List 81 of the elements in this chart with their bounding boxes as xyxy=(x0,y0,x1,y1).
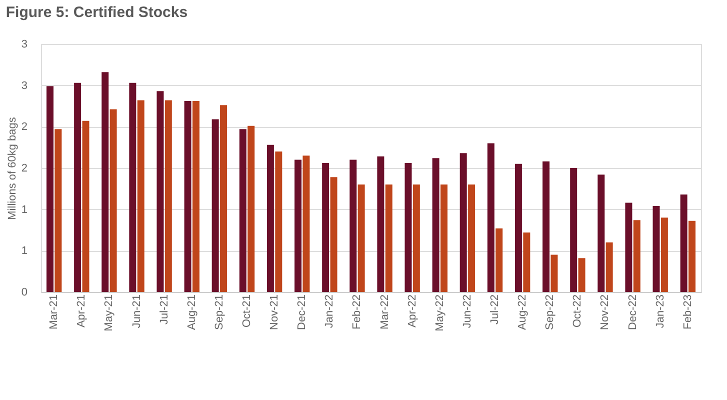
y-tick-label: 0 xyxy=(21,286,28,298)
bar xyxy=(275,151,282,292)
bar xyxy=(523,232,530,292)
bar xyxy=(350,160,357,292)
bar xyxy=(377,156,384,292)
bar xyxy=(598,174,605,292)
bar xyxy=(496,228,503,292)
bar xyxy=(412,184,420,292)
y-tick-label: 2 xyxy=(21,162,28,174)
bar xyxy=(385,184,392,292)
x-tick-label: Oct-22 xyxy=(572,294,584,328)
bar xyxy=(129,82,136,292)
x-tick-label: May-22 xyxy=(434,294,446,332)
bar xyxy=(652,206,660,292)
bar xyxy=(514,164,522,292)
x-tick-label: Feb-23 xyxy=(682,294,694,330)
bar xyxy=(248,126,255,292)
bar xyxy=(239,129,246,292)
chart-title: Figure 5: Certified Stocks xyxy=(6,4,188,21)
y-axis-title: Millions of 60kg bags xyxy=(6,116,18,220)
x-tick-label: Aug-21 xyxy=(186,294,198,330)
bar xyxy=(542,161,550,292)
bar xyxy=(82,120,90,292)
x-tick-label: Sep-22 xyxy=(544,294,556,330)
bar xyxy=(110,109,117,292)
y-tick-label: 1 xyxy=(21,204,28,216)
bar xyxy=(322,163,330,292)
x-tick-label: Apr-22 xyxy=(406,294,418,328)
x-tick-label: Jul-22 xyxy=(489,294,502,324)
x-tick-label: Jun-22 xyxy=(461,294,474,328)
x-tick-label: Mar-22 xyxy=(378,294,391,330)
bar xyxy=(46,86,54,292)
y-tick-label: 3 xyxy=(21,38,28,50)
y-tick-label: 2 xyxy=(21,121,28,134)
x-tick-label: Nov-21 xyxy=(268,294,281,330)
x-tick-label: Feb-22 xyxy=(351,294,364,330)
bar xyxy=(550,254,558,292)
y-tick-label: 1 xyxy=(21,245,28,258)
x-tick-label: Jul-21 xyxy=(158,294,170,324)
bar xyxy=(570,168,578,292)
x-tick-label: Dec-21 xyxy=(296,294,308,330)
bar xyxy=(440,184,448,292)
x-tick-label: Apr-21 xyxy=(76,294,88,328)
bar xyxy=(625,202,632,292)
bar xyxy=(212,119,219,292)
bar xyxy=(688,220,696,292)
x-tick-label: Aug-22 xyxy=(516,294,529,330)
bar xyxy=(404,163,412,292)
x-tick-label: Sep-21 xyxy=(213,294,226,330)
bar xyxy=(358,184,365,292)
bar xyxy=(294,160,302,292)
x-tick-label: Mar-21 xyxy=(48,294,60,330)
bar xyxy=(578,258,586,292)
x-tick-label: Jan-22 xyxy=(324,294,336,328)
bar xyxy=(266,144,274,292)
bar xyxy=(680,194,688,292)
bar xyxy=(330,177,338,292)
y-tick-label: 3 xyxy=(21,80,28,92)
bar xyxy=(302,156,310,292)
bar xyxy=(192,101,200,292)
bar xyxy=(74,82,82,292)
bar xyxy=(54,129,62,292)
bar xyxy=(468,184,476,292)
bar xyxy=(164,100,172,292)
bar xyxy=(432,158,440,292)
bar xyxy=(102,72,109,292)
bar xyxy=(606,242,613,292)
bar xyxy=(156,91,164,292)
bar xyxy=(184,101,192,292)
x-tick-label: Oct-21 xyxy=(240,294,253,328)
bar xyxy=(487,143,494,292)
bar xyxy=(660,218,668,292)
bar xyxy=(460,153,467,292)
bar xyxy=(220,105,228,292)
x-tick-label: Jun-21 xyxy=(130,294,143,328)
bar xyxy=(633,220,640,292)
x-tick-label: Nov-22 xyxy=(599,294,612,330)
x-tick-label: Jan-23 xyxy=(654,294,666,328)
x-tick-label: May-21 xyxy=(103,294,116,332)
x-tick-label: Dec-22 xyxy=(626,294,639,330)
bar xyxy=(137,100,144,292)
